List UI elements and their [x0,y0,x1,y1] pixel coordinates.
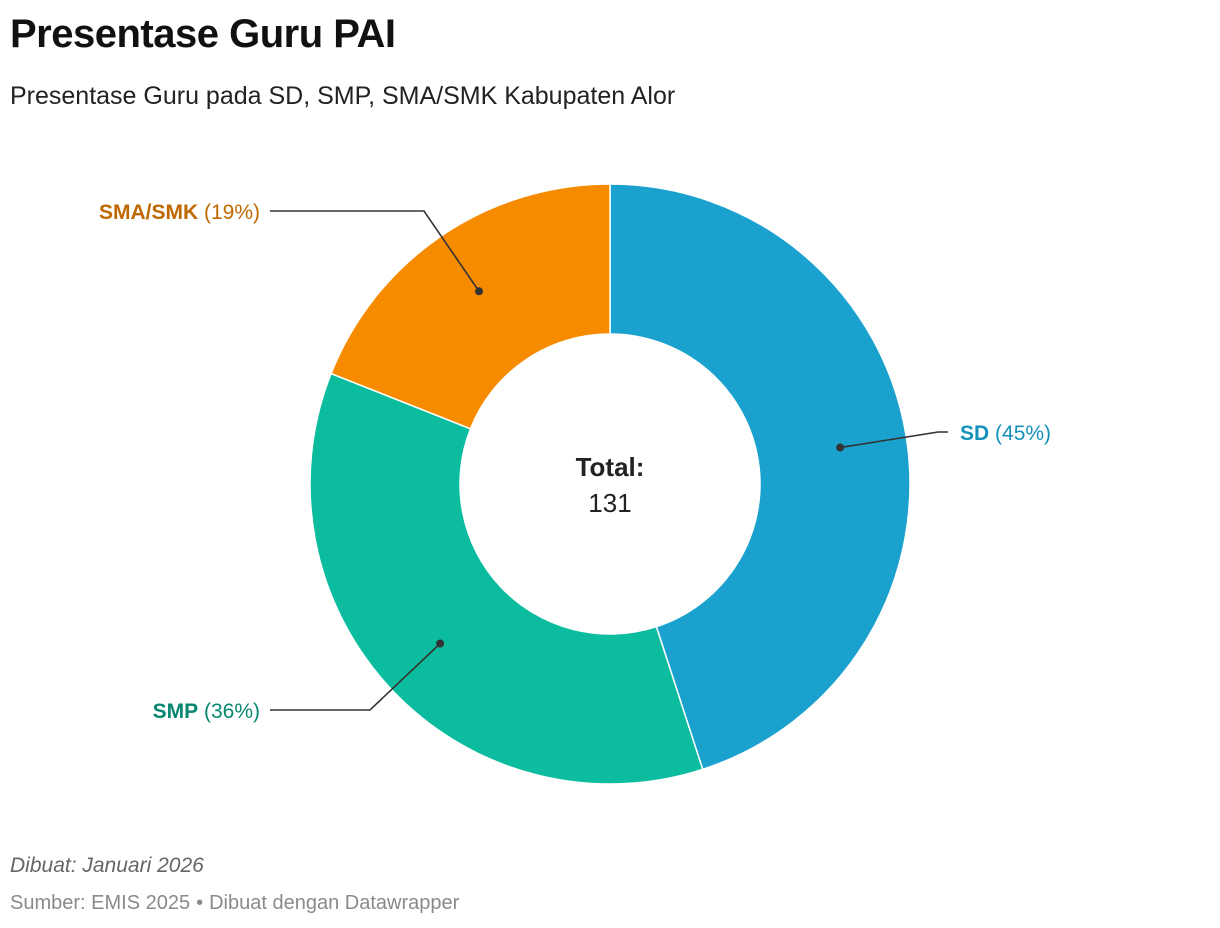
leader-dot-smp [436,639,445,648]
slice-label-percent: (45%) [989,422,1051,445]
chart-title: Presentase Guru PAI [10,12,396,56]
leader-line-sma-smk [270,210,480,292]
slice-sma-smk[interactable] [330,183,611,430]
center-total-value: 131 [588,488,631,518]
slice-label-name: SMP [153,700,199,723]
made-with-link[interactable]: Dibuat dengan Datawrapper [209,892,460,914]
leader-dot-sma-smk [475,287,484,296]
leader-line-sd [840,431,948,449]
leader-lines [270,210,948,711]
slice-label-name: SMA/SMK [99,201,198,224]
slice-label-smp: SMP (36%) [153,700,260,723]
slice-label-sma-smk: SMA/SMK (19%) [99,201,260,224]
source-line: Sumber: EMIS 2025 • Dibuat dengan Datawrap… [10,892,459,915]
source-separator: • [196,892,204,914]
slice-label-percent: (19%) [198,201,260,224]
donut-slices [309,183,911,785]
slice-smp[interactable] [309,372,704,785]
source-text: Sumber: EMIS 2025 [10,892,191,914]
slice-label-name: SD [960,422,989,445]
center-total-title: Total: [576,452,645,482]
slice-label-percent: (36%) [198,700,260,723]
chart-subtitle: Presentase Guru pada SD, SMP, SMA/SMK Ka… [10,82,676,110]
leader-line-smp [270,642,441,711]
slice-sd[interactable] [609,183,911,771]
slice-labels: SD (45%) SMP (36%) SMA/SMK (19%) [99,201,1051,723]
slice-label-sd: SD (45%) [960,422,1051,445]
created-note: Dibuat: Januari 2026 [10,854,204,877]
leader-dot-sd [836,443,845,452]
